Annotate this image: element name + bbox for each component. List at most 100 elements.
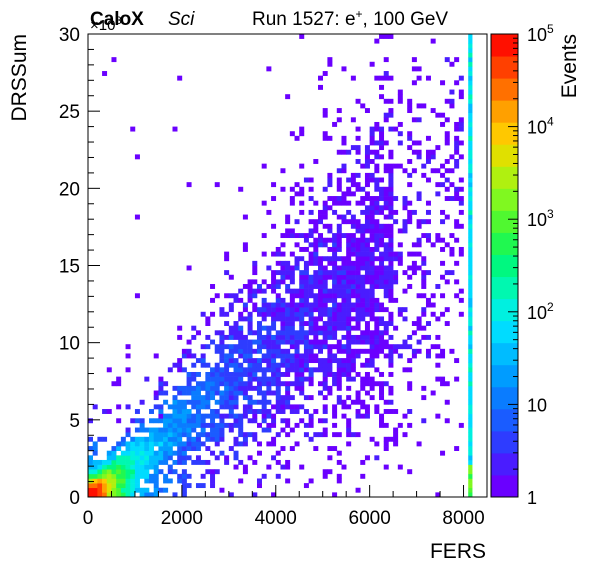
heatmap-cell bbox=[280, 418, 286, 424]
heatmap-cell bbox=[92, 473, 98, 479]
heatmap-cell bbox=[388, 200, 394, 206]
heatmap-cell bbox=[308, 219, 314, 225]
heatmap-cell bbox=[261, 371, 267, 377]
heatmap-cell bbox=[186, 265, 192, 271]
heatmap-cell bbox=[242, 339, 248, 345]
overflow-cell bbox=[468, 233, 473, 239]
heatmap-cell bbox=[289, 311, 295, 317]
heatmap-cell bbox=[252, 260, 258, 266]
heatmap-cell bbox=[299, 191, 305, 197]
heatmap-cell bbox=[247, 288, 253, 294]
heatmap-cell bbox=[364, 260, 370, 266]
heatmap-cell bbox=[186, 353, 192, 359]
heatmap-cell bbox=[153, 390, 159, 396]
heatmap-cell bbox=[444, 321, 450, 326]
heatmap-cell bbox=[299, 256, 305, 262]
heatmap-cell bbox=[125, 353, 131, 359]
heatmap-cell bbox=[360, 279, 366, 285]
heatmap-cell bbox=[379, 75, 385, 81]
heatmap-cell bbox=[153, 464, 159, 470]
heatmap-cell bbox=[318, 311, 324, 317]
heatmap-cell bbox=[407, 98, 413, 104]
heatmap-cell bbox=[299, 358, 305, 364]
heatmap-cell bbox=[379, 348, 385, 354]
heatmap-cell bbox=[374, 38, 380, 44]
heatmap-cell bbox=[186, 483, 192, 489]
heatmap-cell bbox=[360, 316, 366, 322]
heatmap-cell bbox=[285, 464, 291, 470]
heatmap-cell bbox=[153, 353, 159, 359]
heatmap-cell bbox=[289, 325, 295, 331]
heatmap-cell bbox=[247, 376, 253, 382]
color-scale-frame bbox=[490, 33, 519, 498]
heatmap-cell bbox=[195, 358, 201, 364]
overflow-cell bbox=[468, 260, 473, 266]
heatmap-cell bbox=[379, 135, 385, 141]
heatmap-cell bbox=[313, 316, 319, 322]
heatmap-cell bbox=[195, 459, 201, 465]
heatmap-cell bbox=[374, 348, 380, 354]
heatmap-cell bbox=[364, 381, 370, 387]
heatmap-cell bbox=[177, 334, 183, 340]
heatmap-cell bbox=[256, 441, 262, 447]
heatmap-cell bbox=[355, 228, 361, 234]
heatmap-cell bbox=[102, 473, 108, 479]
heatmap-cell bbox=[172, 492, 178, 498]
heatmap-cell bbox=[125, 427, 131, 433]
heatmap-cell bbox=[303, 483, 309, 489]
heatmap-cell bbox=[454, 57, 460, 63]
heatmap-cell bbox=[233, 441, 239, 447]
heatmap-cell bbox=[369, 307, 375, 313]
heatmap-cell bbox=[327, 316, 333, 322]
heatmap-cell bbox=[383, 205, 389, 211]
heatmap-cell bbox=[120, 469, 126, 475]
heatmap-cell bbox=[327, 344, 333, 350]
overflow-cell bbox=[468, 436, 473, 442]
heatmap-cell bbox=[228, 344, 234, 350]
heatmap-cell bbox=[280, 316, 286, 322]
heatmap-cell bbox=[435, 237, 441, 243]
heatmap-cell bbox=[186, 381, 192, 387]
heatmap-cell bbox=[355, 284, 361, 289]
heatmap-cell bbox=[271, 344, 277, 350]
heatmap-cell bbox=[106, 487, 112, 493]
heatmap-cell bbox=[421, 385, 427, 391]
heatmap-cell bbox=[374, 149, 380, 155]
heatmap-cell bbox=[275, 344, 281, 350]
heatmap-cell bbox=[285, 214, 291, 220]
heatmap-cell bbox=[355, 200, 361, 206]
overflow-cell bbox=[468, 432, 473, 438]
heatmap-cell bbox=[322, 288, 328, 294]
heatmap-cell bbox=[308, 371, 314, 377]
heatmap-cell bbox=[228, 376, 234, 382]
heatmap-cell bbox=[318, 390, 324, 396]
overflow-cell bbox=[468, 279, 473, 285]
heatmap-cell bbox=[313, 279, 319, 285]
heatmap-cell bbox=[242, 353, 248, 359]
heatmap-cell bbox=[416, 441, 422, 447]
heatmap-cell bbox=[280, 274, 286, 280]
heatmap-cell bbox=[444, 131, 450, 137]
heatmap-cell bbox=[388, 191, 394, 197]
heatmap-cell bbox=[454, 163, 460, 169]
heatmap-cell bbox=[303, 270, 309, 276]
heatmap-cell bbox=[228, 358, 234, 364]
heatmap-cell bbox=[346, 251, 352, 257]
heatmap-cell bbox=[383, 163, 389, 169]
overflow-cell bbox=[468, 297, 473, 303]
heatmap-cell bbox=[238, 385, 244, 391]
heatmap-cell bbox=[280, 270, 286, 276]
heatmap-cell bbox=[374, 307, 380, 313]
heatmap-cell bbox=[327, 311, 333, 317]
heatmap-cell bbox=[416, 321, 422, 326]
heatmap-cell bbox=[383, 270, 389, 276]
heatmap-cell bbox=[374, 233, 380, 239]
heatmap-cell bbox=[308, 353, 314, 359]
heatmap-cell bbox=[275, 311, 281, 317]
heatmap-cell bbox=[322, 256, 328, 262]
heatmap-cell bbox=[350, 293, 356, 299]
heatmap-cell bbox=[360, 473, 366, 479]
heatmap-cell bbox=[111, 492, 117, 498]
heatmap-cell bbox=[379, 270, 385, 276]
heatmap-cell bbox=[397, 353, 403, 359]
